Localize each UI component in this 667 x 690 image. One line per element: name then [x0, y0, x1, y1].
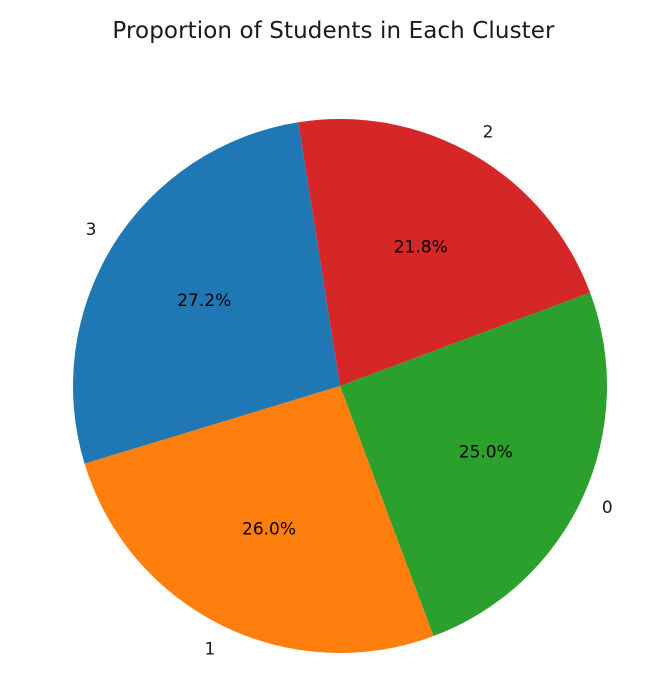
category-label-1: 1: [204, 639, 215, 659]
pie-slice-0: [340, 292, 608, 637]
category-label-3: 3: [86, 220, 97, 240]
category-label-0: 0: [602, 498, 613, 518]
slice-percent-label-2: 21.8%: [394, 238, 448, 258]
category-label-2: 2: [483, 122, 494, 142]
chart-title: Proportion of Students in Each Cluster: [112, 18, 555, 44]
pie-slice-1: [84, 386, 434, 654]
slice-percent-label-1: 26.0%: [242, 520, 296, 540]
slice-percent-label-0: 25.0%: [459, 442, 513, 462]
pie-slice-2: [298, 118, 591, 387]
slice-percent-label-3: 27.2%: [177, 291, 231, 311]
pie-slice-3: [72, 122, 340, 464]
